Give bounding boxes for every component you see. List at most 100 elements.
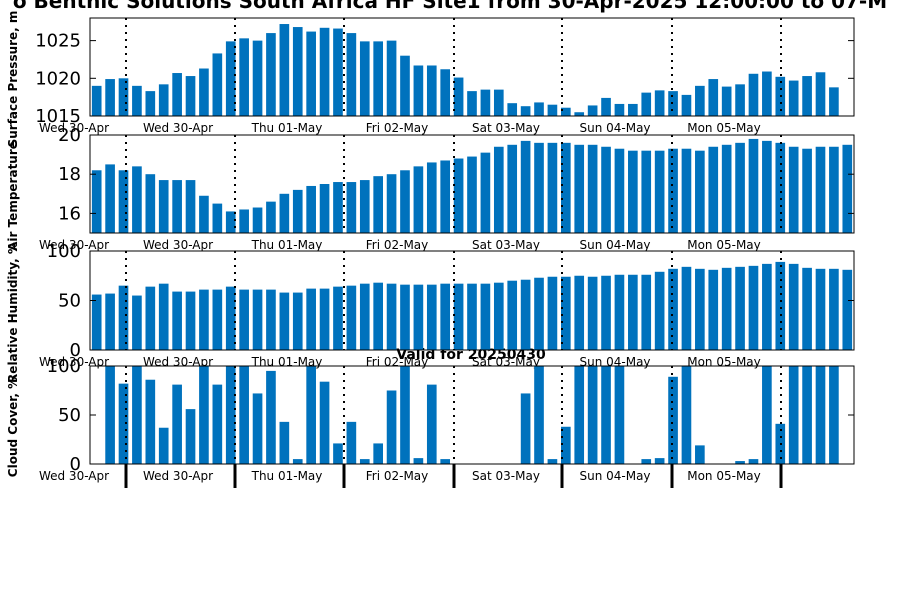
x-tick-label: Wed 30-Apr <box>39 469 109 483</box>
bar <box>534 102 544 116</box>
x-tick-label: Thu 01-May <box>251 469 323 483</box>
bar <box>601 97 611 116</box>
bar <box>748 459 759 464</box>
bar <box>266 289 276 350</box>
bar <box>695 85 705 116</box>
bar <box>212 289 223 350</box>
bar <box>681 148 692 233</box>
bar <box>185 291 196 350</box>
bar <box>614 366 625 464</box>
bar <box>788 263 799 350</box>
axes-box <box>89 17 855 117</box>
bar <box>185 409 196 464</box>
x-tick-label: Mon 05-May <box>687 469 761 483</box>
figure-subtitle: Valid for 20250430 <box>396 347 546 363</box>
y-tick-label: 0 <box>70 454 81 475</box>
bar <box>587 366 598 464</box>
bar <box>654 150 665 233</box>
bar <box>735 84 745 116</box>
bar <box>359 41 370 117</box>
bar <box>587 276 598 350</box>
bar <box>574 275 585 350</box>
bar <box>480 283 491 350</box>
bar <box>735 266 745 350</box>
bar <box>547 459 558 464</box>
bar <box>695 445 705 464</box>
bar <box>507 280 518 350</box>
x-tick-label: Thu 01-May <box>251 238 323 252</box>
x-tick-label: Wed 30-Apr <box>143 238 213 252</box>
bar <box>762 71 772 116</box>
bar <box>359 180 370 233</box>
bar <box>132 85 142 116</box>
figure-title: o Benthic Solutions South Africa HF Site… <box>13 0 887 13</box>
bar <box>440 69 451 116</box>
bar <box>279 292 290 350</box>
bar <box>829 366 839 464</box>
bar <box>493 282 504 350</box>
bar <box>145 286 156 350</box>
bar <box>762 263 772 350</box>
bar <box>520 106 531 116</box>
bar <box>668 268 678 350</box>
bar <box>654 458 665 464</box>
bar <box>547 276 558 350</box>
bar <box>279 193 290 233</box>
bar <box>252 207 263 233</box>
bar <box>708 146 719 233</box>
y-axis-label: Surface Pressure, m <box>6 11 20 148</box>
bar <box>802 148 812 233</box>
bar <box>534 142 544 233</box>
bar <box>440 160 451 233</box>
bar <box>359 283 370 350</box>
bar <box>681 366 692 464</box>
x-tick-label: Mon 05-May <box>687 355 761 369</box>
y-tick-label: 16 <box>58 203 81 224</box>
bar <box>534 366 544 464</box>
bar <box>762 366 772 464</box>
bar <box>91 85 102 116</box>
bar <box>815 72 826 116</box>
x-tick-label: Sat 03-May <box>472 238 540 252</box>
bar <box>507 103 518 116</box>
x-tick-label: Sun 04-May <box>579 121 650 135</box>
bar <box>158 180 169 233</box>
bar <box>534 277 544 350</box>
bar <box>547 104 558 116</box>
bar <box>762 140 772 233</box>
chart-panel: 1015 1020 1025 Wed 30-Apr Wed 30-Apr Thu 01-M… <box>6 11 855 148</box>
y-tick-label: 50 <box>58 405 81 426</box>
x-tick-label: Wed 30-Apr <box>39 238 109 252</box>
bar <box>346 421 357 464</box>
bar <box>199 289 209 350</box>
bar <box>292 189 303 233</box>
bar <box>346 285 357 350</box>
bar <box>319 288 330 350</box>
bar <box>735 461 745 464</box>
bar <box>547 142 558 233</box>
bar <box>252 393 263 464</box>
bar <box>574 366 585 464</box>
bar <box>614 103 625 116</box>
bar <box>788 366 799 464</box>
bar <box>426 384 437 464</box>
bar <box>400 284 410 350</box>
bar <box>641 92 652 116</box>
bar <box>493 89 504 116</box>
bar <box>158 84 169 116</box>
bar <box>172 384 182 464</box>
y-tick-label: 1020 <box>35 68 81 89</box>
bar <box>118 170 129 233</box>
bar <box>333 28 343 116</box>
bar <box>239 289 249 350</box>
bar <box>748 265 759 350</box>
bar <box>225 41 236 117</box>
bar <box>225 366 236 464</box>
bar <box>199 68 209 116</box>
chart-panel: 0 50 100 Wed 30-Apr Wed 30-Apr Thu 01-May Fri … <box>6 356 855 488</box>
bar <box>628 103 638 116</box>
bar <box>373 41 383 117</box>
bar <box>601 275 611 350</box>
bar <box>748 138 759 233</box>
y-tick-label: 100 <box>47 356 81 377</box>
